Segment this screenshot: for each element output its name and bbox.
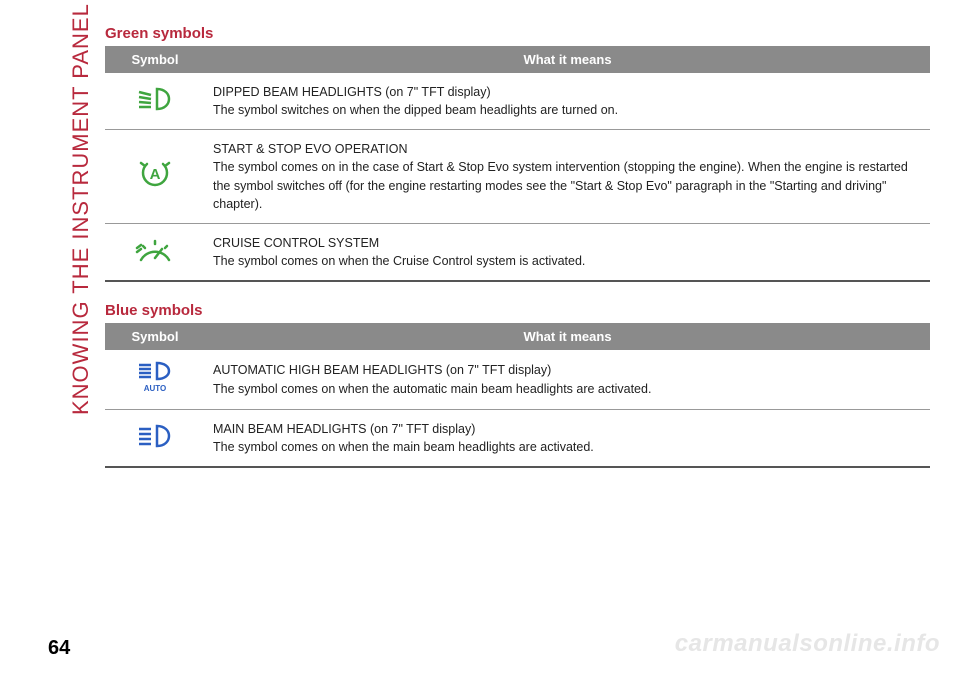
auto-high-beam-icon: AUTO: [135, 360, 175, 399]
main-beam-icon: [135, 423, 175, 454]
meaning-cell: START & STOP EVO OPERATION The symbol co…: [205, 130, 930, 224]
symbol-cell: A: [105, 130, 205, 224]
meaning-cell: DIPPED BEAM HEADLIGHTS (on 7" TFT displa…: [205, 73, 930, 130]
table-header-meaning: What it means: [205, 323, 930, 350]
meaning-cell: AUTOMATIC HIGH BEAM HEADLIGHTS (on 7" TF…: [205, 350, 930, 410]
meaning-cell: CRUISE CONTROL SYSTEM The symbol comes o…: [205, 223, 930, 281]
symbol-cell: AUTO: [105, 350, 205, 410]
table-header-symbol: Symbol: [105, 323, 205, 350]
row-title: DIPPED BEAM HEADLIGHTS (on 7" TFT displa…: [213, 83, 922, 101]
symbol-cell: [105, 223, 205, 281]
row-body: The symbol comes on when the main beam h…: [213, 438, 922, 456]
meaning-cell: MAIN BEAM HEADLIGHTS (on 7" TFT display)…: [205, 410, 930, 468]
start-stop-icon: A: [137, 156, 173, 197]
svg-text:AUTO: AUTO: [144, 384, 167, 393]
symbol-cell: [105, 410, 205, 468]
dipped-beam-icon: [135, 86, 175, 117]
symbol-cell: [105, 73, 205, 130]
row-title: START & STOP EVO OPERATION: [213, 140, 922, 158]
row-body: The symbol comes on when the automatic m…: [213, 380, 922, 398]
table-header-symbol: Symbol: [105, 46, 205, 73]
chapter-sidebar-title: KNOWING THE INSTRUMENT PANEL: [68, 3, 94, 415]
row-title: CRUISE CONTROL SYSTEM: [213, 234, 922, 252]
page-number: 64: [48, 637, 70, 660]
blue-symbols-table: Symbol What it means: [105, 323, 930, 468]
svg-text:A: A: [150, 166, 161, 183]
row-title: MAIN BEAM HEADLIGHTS (on 7" TFT display): [213, 420, 922, 438]
row-body: The symbol switches on when the dipped b…: [213, 101, 922, 119]
cruise-control-icon: [135, 234, 175, 269]
table-row: CRUISE CONTROL SYSTEM The symbol comes o…: [105, 223, 930, 281]
table-row: AUTO AUTOMATIC HIGH BEAM HEADLIGHTS (on …: [105, 350, 930, 410]
table-row: A START & STOP EVO OPERATION The symbol …: [105, 130, 930, 224]
row-body: The symbol comes on when the Cruise Cont…: [213, 252, 922, 270]
blue-section-title: Blue symbols: [105, 302, 930, 319]
table-header-meaning: What it means: [205, 46, 930, 73]
row-title: AUTOMATIC HIGH BEAM HEADLIGHTS (on 7" TF…: [213, 361, 922, 379]
green-symbols-table: Symbol What it means: [105, 46, 930, 282]
watermark: carmanualsonline.info: [675, 630, 940, 658]
table-row: MAIN BEAM HEADLIGHTS (on 7" TFT display)…: [105, 410, 930, 468]
page-content: Green symbols Symbol What it means: [105, 25, 930, 488]
green-section-title: Green symbols: [105, 25, 930, 42]
table-row: DIPPED BEAM HEADLIGHTS (on 7" TFT displa…: [105, 73, 930, 130]
row-body: The symbol comes on in the case of Start…: [213, 158, 922, 212]
